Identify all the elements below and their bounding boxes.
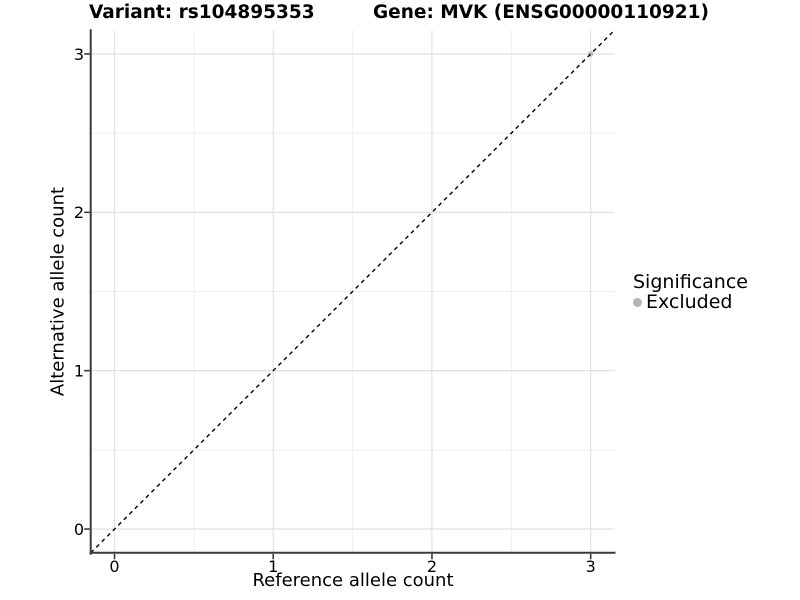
legend-item-label: Excluded (646, 291, 733, 313)
x-tick-label: 0 (109, 557, 119, 576)
y-axis-title: Alternative allele count (47, 186, 69, 397)
plot-title-variant: Variant: rs104895353 (89, 2, 315, 23)
legend-item-excluded: Excluded (632, 292, 748, 312)
legend-title: Significance (633, 271, 748, 293)
x-tick-label: 1 (268, 557, 278, 576)
excluded-point-swatch-icon (633, 297, 642, 307)
plot-title-gene: Gene: MVK (ENSG00000110921) (373, 2, 709, 23)
y-tick-label: 1 (74, 361, 84, 380)
x-axis-title: Reference allele count (252, 570, 454, 591)
y-tick-label: 2 (74, 203, 84, 222)
identity-reference-line (90, 29, 615, 554)
y-tick-label: 3 (74, 45, 84, 64)
legend: Significance Excluded (632, 272, 748, 312)
x-tick-label: 2 (427, 557, 437, 576)
x-tick-label: 3 (586, 557, 596, 576)
y-tick-label: 0 (74, 520, 84, 539)
